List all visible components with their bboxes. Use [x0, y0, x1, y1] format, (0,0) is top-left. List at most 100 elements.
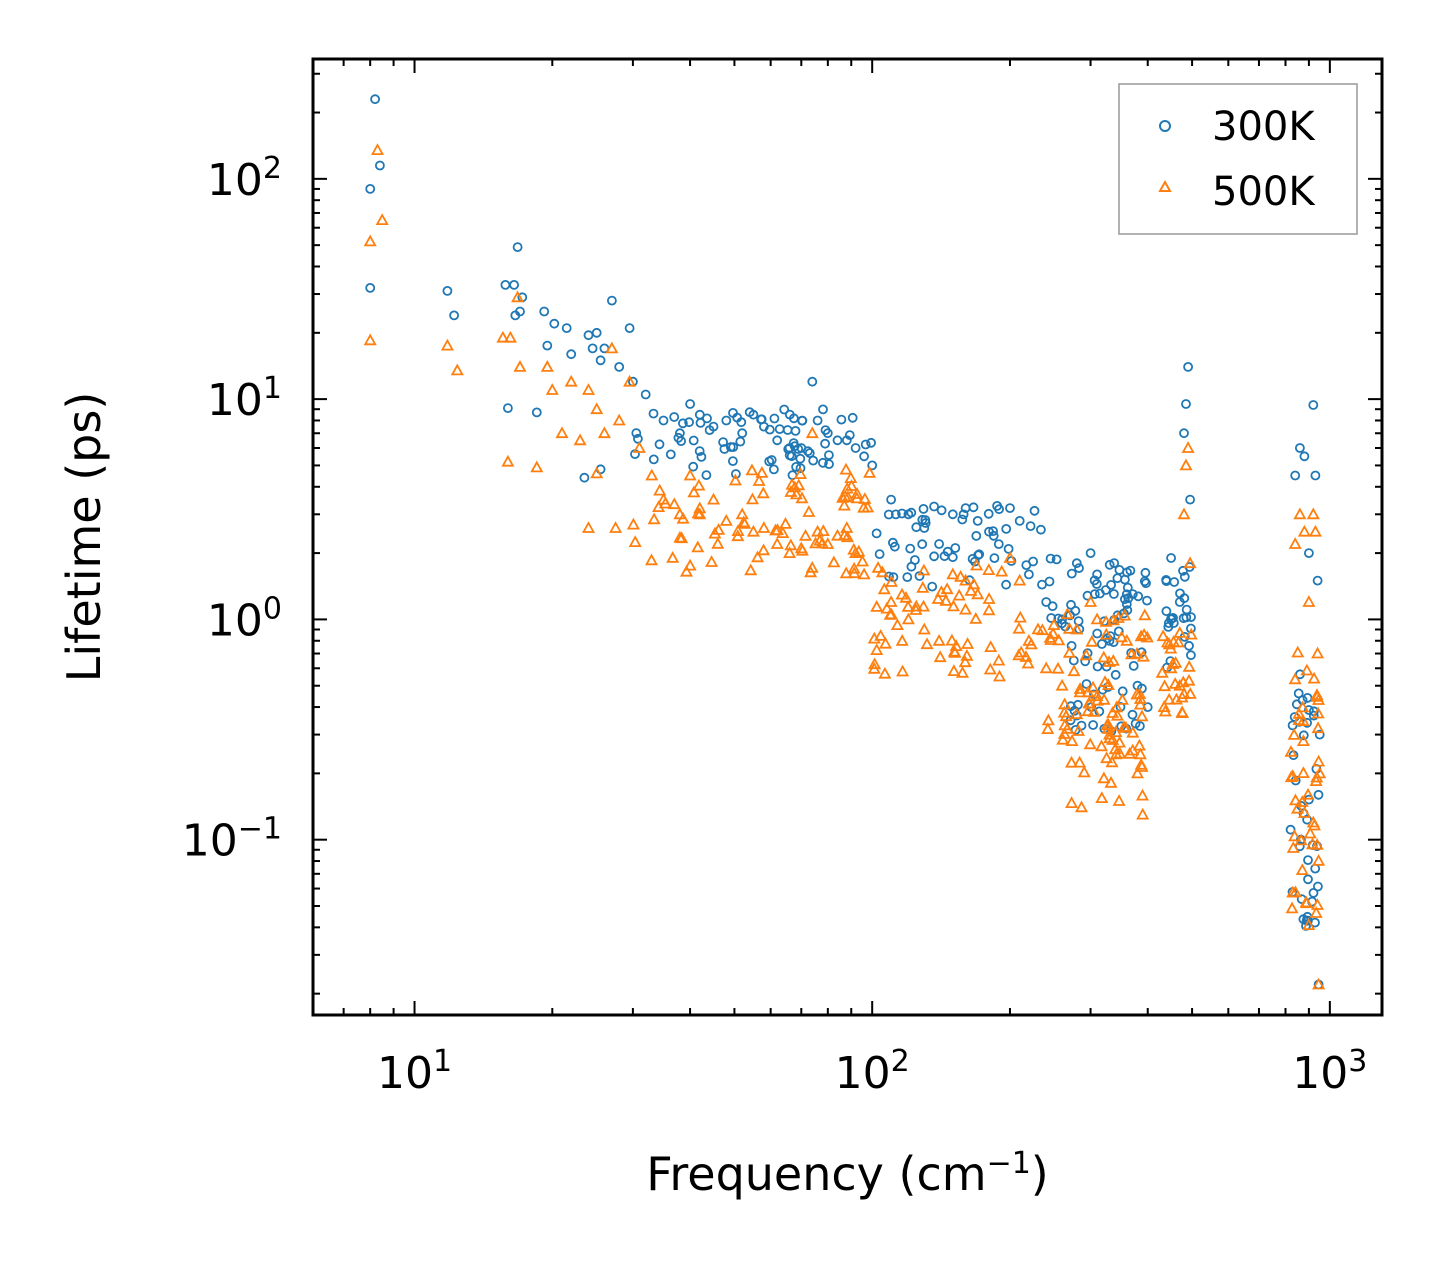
- point-300k: [1312, 575, 1323, 586]
- point-300k: [889, 541, 900, 552]
- point-300k: [1179, 428, 1189, 439]
- point-500k: [870, 643, 884, 655]
- point-500k: [1057, 705, 1071, 718]
- point-300k: [1082, 590, 1093, 601]
- point-300k: [1073, 616, 1084, 626]
- point-500k: [840, 521, 854, 533]
- point-300k: [983, 508, 994, 519]
- point-300k: [1074, 563, 1084, 573]
- point-500k: [1291, 645, 1305, 658]
- point-300k: [989, 553, 1000, 563]
- point-300k: [1024, 569, 1034, 580]
- point-300k: [1127, 589, 1138, 599]
- point-500k: [745, 463, 759, 476]
- point-300k: [906, 561, 917, 572]
- point-500k: [1296, 714, 1310, 726]
- point-500k: [450, 363, 464, 376]
- point-300k: [1308, 710, 1319, 721]
- point-500k: [1058, 697, 1072, 710]
- point-300k: [1025, 521, 1036, 531]
- point-500k: [1118, 608, 1132, 621]
- point-500k: [1288, 537, 1302, 549]
- point-500k: [1300, 663, 1314, 676]
- point-300k: [1295, 443, 1305, 453]
- point-500k: [1013, 610, 1027, 623]
- point-300k: [791, 461, 801, 472]
- point-500k: [969, 612, 983, 624]
- point-500k: [503, 330, 517, 343]
- point-500k: [712, 523, 726, 535]
- point-500k: [899, 590, 913, 603]
- point-300k: [795, 463, 806, 474]
- point-500k: [653, 483, 667, 496]
- point-300k: [974, 549, 985, 560]
- point-500k: [597, 426, 611, 439]
- y-tick-label: 10−1: [182, 811, 282, 867]
- point-300k: [566, 349, 577, 360]
- point-300k: [1304, 548, 1314, 558]
- point-500k: [1090, 612, 1104, 625]
- point-300k: [993, 539, 1004, 549]
- point-500k: [605, 341, 619, 354]
- point-300k: [874, 549, 885, 559]
- point-300k: [1029, 505, 1040, 516]
- point-500k: [1162, 692, 1176, 705]
- point-300k: [607, 295, 617, 306]
- point-300k: [960, 503, 971, 514]
- point-500k: [1101, 678, 1115, 690]
- point-500k: [959, 573, 973, 586]
- point-500k: [1179, 458, 1193, 471]
- point-500k: [1130, 646, 1144, 659]
- point-500k: [1084, 595, 1098, 607]
- point-500k: [1135, 709, 1149, 722]
- point-500k: [1171, 635, 1185, 648]
- point-300k: [1085, 548, 1096, 558]
- point-300k: [850, 443, 861, 453]
- point-300k: [795, 453, 806, 464]
- point-300k: [1070, 605, 1081, 616]
- y-tick-label: 102: [207, 150, 282, 206]
- point-300k: [1161, 606, 1172, 617]
- point-500k: [849, 546, 863, 558]
- point-300k: [764, 456, 775, 467]
- point-500k: [1071, 724, 1086, 736]
- point-500k: [1292, 713, 1306, 725]
- point-500k: [1117, 720, 1131, 732]
- point-500k: [683, 468, 697, 481]
- point-500k: [940, 582, 954, 595]
- point-500k: [1052, 633, 1066, 646]
- point-500k: [1312, 754, 1326, 767]
- point-500k: [1012, 621, 1026, 634]
- point-500k: [1285, 901, 1299, 914]
- legend-marker-300k: [1159, 120, 1171, 132]
- point-300k: [947, 509, 958, 520]
- point-500k: [967, 577, 981, 590]
- point-300k: [1181, 399, 1191, 409]
- point-500k: [744, 563, 758, 576]
- point-300k: [678, 418, 688, 429]
- point-300k: [1003, 544, 1014, 554]
- point-300k: [769, 413, 780, 424]
- point-300k: [631, 428, 642, 439]
- point-500k: [1133, 697, 1147, 710]
- point-500k: [1087, 704, 1101, 717]
- point-500k: [863, 466, 877, 478]
- point-300k: [728, 407, 738, 418]
- point-500k: [1312, 977, 1326, 990]
- point-500k: [840, 530, 855, 543]
- point-500k: [590, 402, 604, 415]
- point-500k: [878, 666, 892, 679]
- legend-label-300k: 300K: [1212, 104, 1316, 150]
- point-300k: [648, 408, 659, 419]
- point-500k: [1094, 739, 1109, 752]
- point-500k: [632, 441, 646, 453]
- point-300k: [1140, 567, 1151, 578]
- point-500k: [932, 633, 946, 646]
- point-300k: [957, 514, 968, 525]
- point-500k: [958, 655, 972, 668]
- point-500k: [731, 529, 745, 542]
- point-500k: [545, 383, 559, 395]
- point-300k: [365, 183, 376, 194]
- point-300k: [748, 409, 759, 420]
- point-500k: [737, 515, 751, 528]
